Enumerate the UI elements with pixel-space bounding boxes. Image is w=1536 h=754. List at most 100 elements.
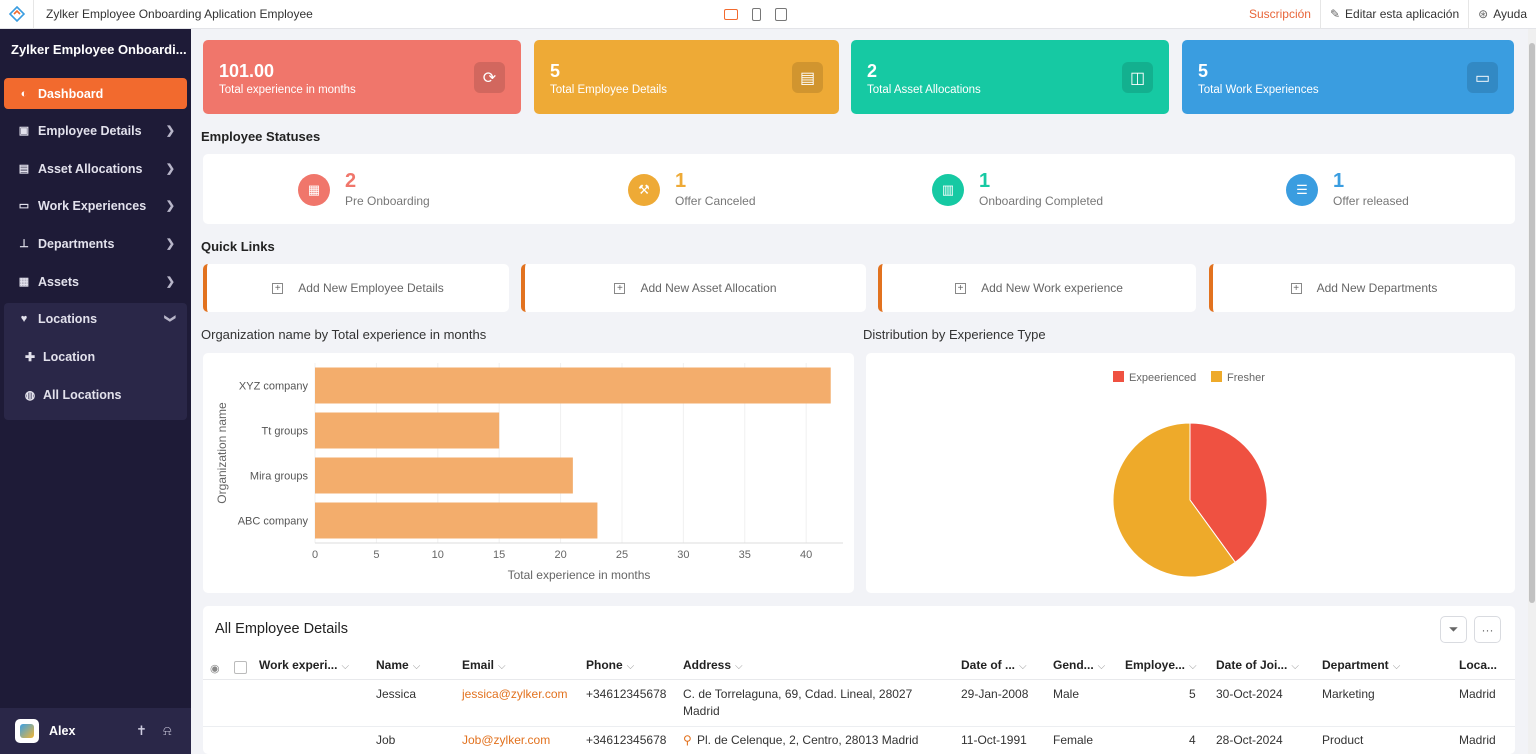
plus-box-icon: + (1290, 282, 1302, 294)
map-pin-icon[interactable]: ⚲ (683, 733, 692, 747)
filter-button[interactable]: ⏷ (1440, 616, 1467, 643)
cell-date-of-birth: 11-Oct-1991 (961, 733, 1027, 747)
cell-location: Madrid (1459, 687, 1496, 701)
status-offer-canceled[interactable]: ⚒ 1 Offer Canceled (628, 171, 756, 208)
cell-phone: +34612345678 (586, 687, 667, 701)
org-chart-icon: ⊥ (19, 238, 29, 250)
column-header-date-of-birth[interactable]: Date of ... ⌵ (961, 658, 1027, 672)
kpi-label: Total Employee Details (550, 84, 667, 96)
column-header-phone[interactable]: Phone ⌵ (586, 658, 635, 672)
desktop-view-icon[interactable] (724, 8, 738, 20)
column-header-work-experience[interactable]: Work experi... ⌵ (259, 658, 350, 672)
cell-date-of-joining: 28-Oct-2024 (1216, 733, 1283, 747)
column-header-email[interactable]: Email ⌵ (462, 658, 506, 672)
kpi-card-total-experience[interactable]: 101.00 Total experience in months ⟳ (203, 40, 521, 114)
page-scrollbar[interactable] (1528, 29, 1536, 754)
quick-link-add-departments[interactable]: + Add New Departments (1209, 264, 1515, 312)
help-icon: ⊛ (1478, 7, 1489, 21)
chevron-right-icon: ❯ (165, 276, 175, 288)
chevron-down-icon: ⌵ (1291, 661, 1299, 672)
assets-icon: ▦ (18, 276, 30, 288)
kpi-label: Total Work Experiences (1198, 84, 1319, 96)
kpi-value: 2 (867, 61, 878, 81)
sidebar-subitem-label: Location (43, 350, 96, 364)
sidebar-item-employee-details[interactable]: ▣ Employee Details ❯ (4, 115, 187, 146)
chevron-down-icon: ⌵ (1019, 661, 1027, 672)
sidebar-subitem-all-locations[interactable]: ◍ All Locations (4, 380, 187, 410)
chevron-down-icon: ⌵ (498, 661, 506, 672)
scrollbar-thumb[interactable] (1529, 43, 1535, 603)
cell-name: Jessica (376, 687, 417, 701)
top-bar: Zylker Employee Onboarding Aplication Em… (0, 0, 1536, 29)
kpi-card-employee-details[interactable]: 5 Total Employee Details ▤ (534, 40, 839, 114)
column-header-address[interactable]: Address ⌵ (683, 658, 743, 672)
server-icon: ☰ (1286, 174, 1318, 206)
column-header-department[interactable]: Department ⌵ (1322, 658, 1401, 672)
quick-link-add-employee[interactable]: + Add New Employee Details (203, 264, 509, 312)
sidebar-item-locations[interactable]: ♥ Locations ❯ (4, 303, 187, 334)
kpi-card-work-experiences[interactable]: 5 Total Work Experiences ▭ (1182, 40, 1514, 114)
kpi-value: 101.00 (219, 61, 275, 81)
kpi-value: 5 (550, 61, 561, 81)
column-header-date-of-joining[interactable]: Date of Joi... ⌵ (1216, 658, 1299, 672)
x-tick-label: 5 (373, 549, 379, 561)
quick-link-add-work-experience[interactable]: + Add New Work experience (878, 264, 1196, 312)
cell-email[interactable]: jessica@zylker.com (462, 687, 568, 701)
tablet-view-icon[interactable] (775, 7, 787, 21)
chevron-down-icon: ⌵ (1392, 661, 1401, 672)
x-tick-label: 0 (312, 549, 318, 561)
y-tick-label: Tt groups (262, 426, 309, 438)
x-tick-label: 25 (616, 549, 628, 561)
clipboard-icon: ▥ (932, 174, 964, 206)
kpi-card-asset-allocations[interactable]: 2 Total Asset Allocations ◫ (851, 40, 1169, 114)
employee-statuses-panel: ▦ 2 Pre Onboarding ⚒ 1 Offer Canceled ▥ 1 O… (203, 154, 1515, 224)
quick-link-label: Add New Departments (1316, 281, 1438, 295)
more-options-button[interactable]: ··· (1474, 616, 1501, 643)
sidebar-item-asset-allocations[interactable]: ▤ Asset Allocations ❯ (4, 153, 187, 184)
column-header-gender[interactable]: Gend... ⌵ (1053, 658, 1106, 672)
sidebar-item-assets[interactable]: ▦ Assets ❯ (4, 266, 187, 297)
app-logo-icon[interactable] (0, 0, 34, 29)
sidebar-item-label: Dashboard (38, 86, 104, 101)
app-title: Zylker Employee Onboarding Aplication Em… (46, 7, 313, 21)
column-header-name[interactable]: Name ⌵ (376, 658, 421, 672)
legend-swatch (1211, 371, 1222, 382)
status-offer-released[interactable]: ☰ 1 Offer released (1286, 171, 1409, 208)
bell-icon[interactable]: ⍾ (163, 723, 172, 738)
accessibility-icon[interactable]: ✝ (136, 723, 147, 738)
plus-box-icon: + (272, 282, 284, 294)
status-label: Pre Onboarding (345, 194, 430, 208)
filter-icon: ⏷ (1448, 622, 1459, 636)
help-button[interactable]: ⊛ Ayuda (1468, 0, 1536, 29)
eye-icon[interactable]: ◉ (210, 663, 220, 675)
select-all-checkbox[interactable] (234, 661, 247, 674)
sidebar-subitem-location[interactable]: ✚ Location (4, 342, 187, 372)
plus-icon: ✚ (24, 350, 36, 364)
avatar[interactable] (15, 719, 39, 743)
cell-email[interactable]: Job@zylker.com (462, 733, 551, 747)
pie-chart-panel: Expeerienced Fresher (866, 353, 1515, 593)
sidebar-item-work-experiences[interactable]: ▭ Work Experiences ❯ (4, 190, 187, 221)
edit-app-button[interactable]: ✎ Editar esta aplicación (1319, 0, 1468, 29)
subscription-link[interactable]: Suscripción (1248, 7, 1311, 21)
sidebar-item-dashboard[interactable]: ◐ Dashboard (4, 78, 187, 109)
chevron-down-icon: ❯ (163, 313, 176, 324)
status-pre-onboarding[interactable]: ▦ 2 Pre Onboarding (298, 171, 430, 208)
plus-box-icon: + (614, 282, 626, 294)
quick-link-label: Add New Work experience (981, 281, 1123, 295)
mobile-view-icon[interactable] (752, 7, 761, 21)
cell-employee: 4 (1189, 733, 1196, 747)
quick-link-add-asset-allocation[interactable]: + Add New Asset Allocation (521, 264, 866, 312)
kpi-label: Total Asset Allocations (867, 84, 981, 96)
column-header-location[interactable]: Loca... (1459, 658, 1498, 672)
cell-location: Madrid (1459, 733, 1496, 747)
bar (315, 457, 573, 494)
status-onboarding-completed[interactable]: ▥ 1 Onboarding Completed (932, 171, 1103, 208)
sidebar-item-departments[interactable]: ⊥ Departments ❯ (4, 228, 187, 259)
asset-allocation-icon: ▤ (18, 163, 30, 175)
refresh-icon: ⟳ (474, 62, 505, 93)
x-tick-label: 20 (554, 549, 566, 561)
column-header-employee[interactable]: Employe... ⌵ (1125, 658, 1197, 672)
status-count: 1 (1333, 170, 1345, 192)
hammer-icon: ⚒ (628, 174, 660, 206)
